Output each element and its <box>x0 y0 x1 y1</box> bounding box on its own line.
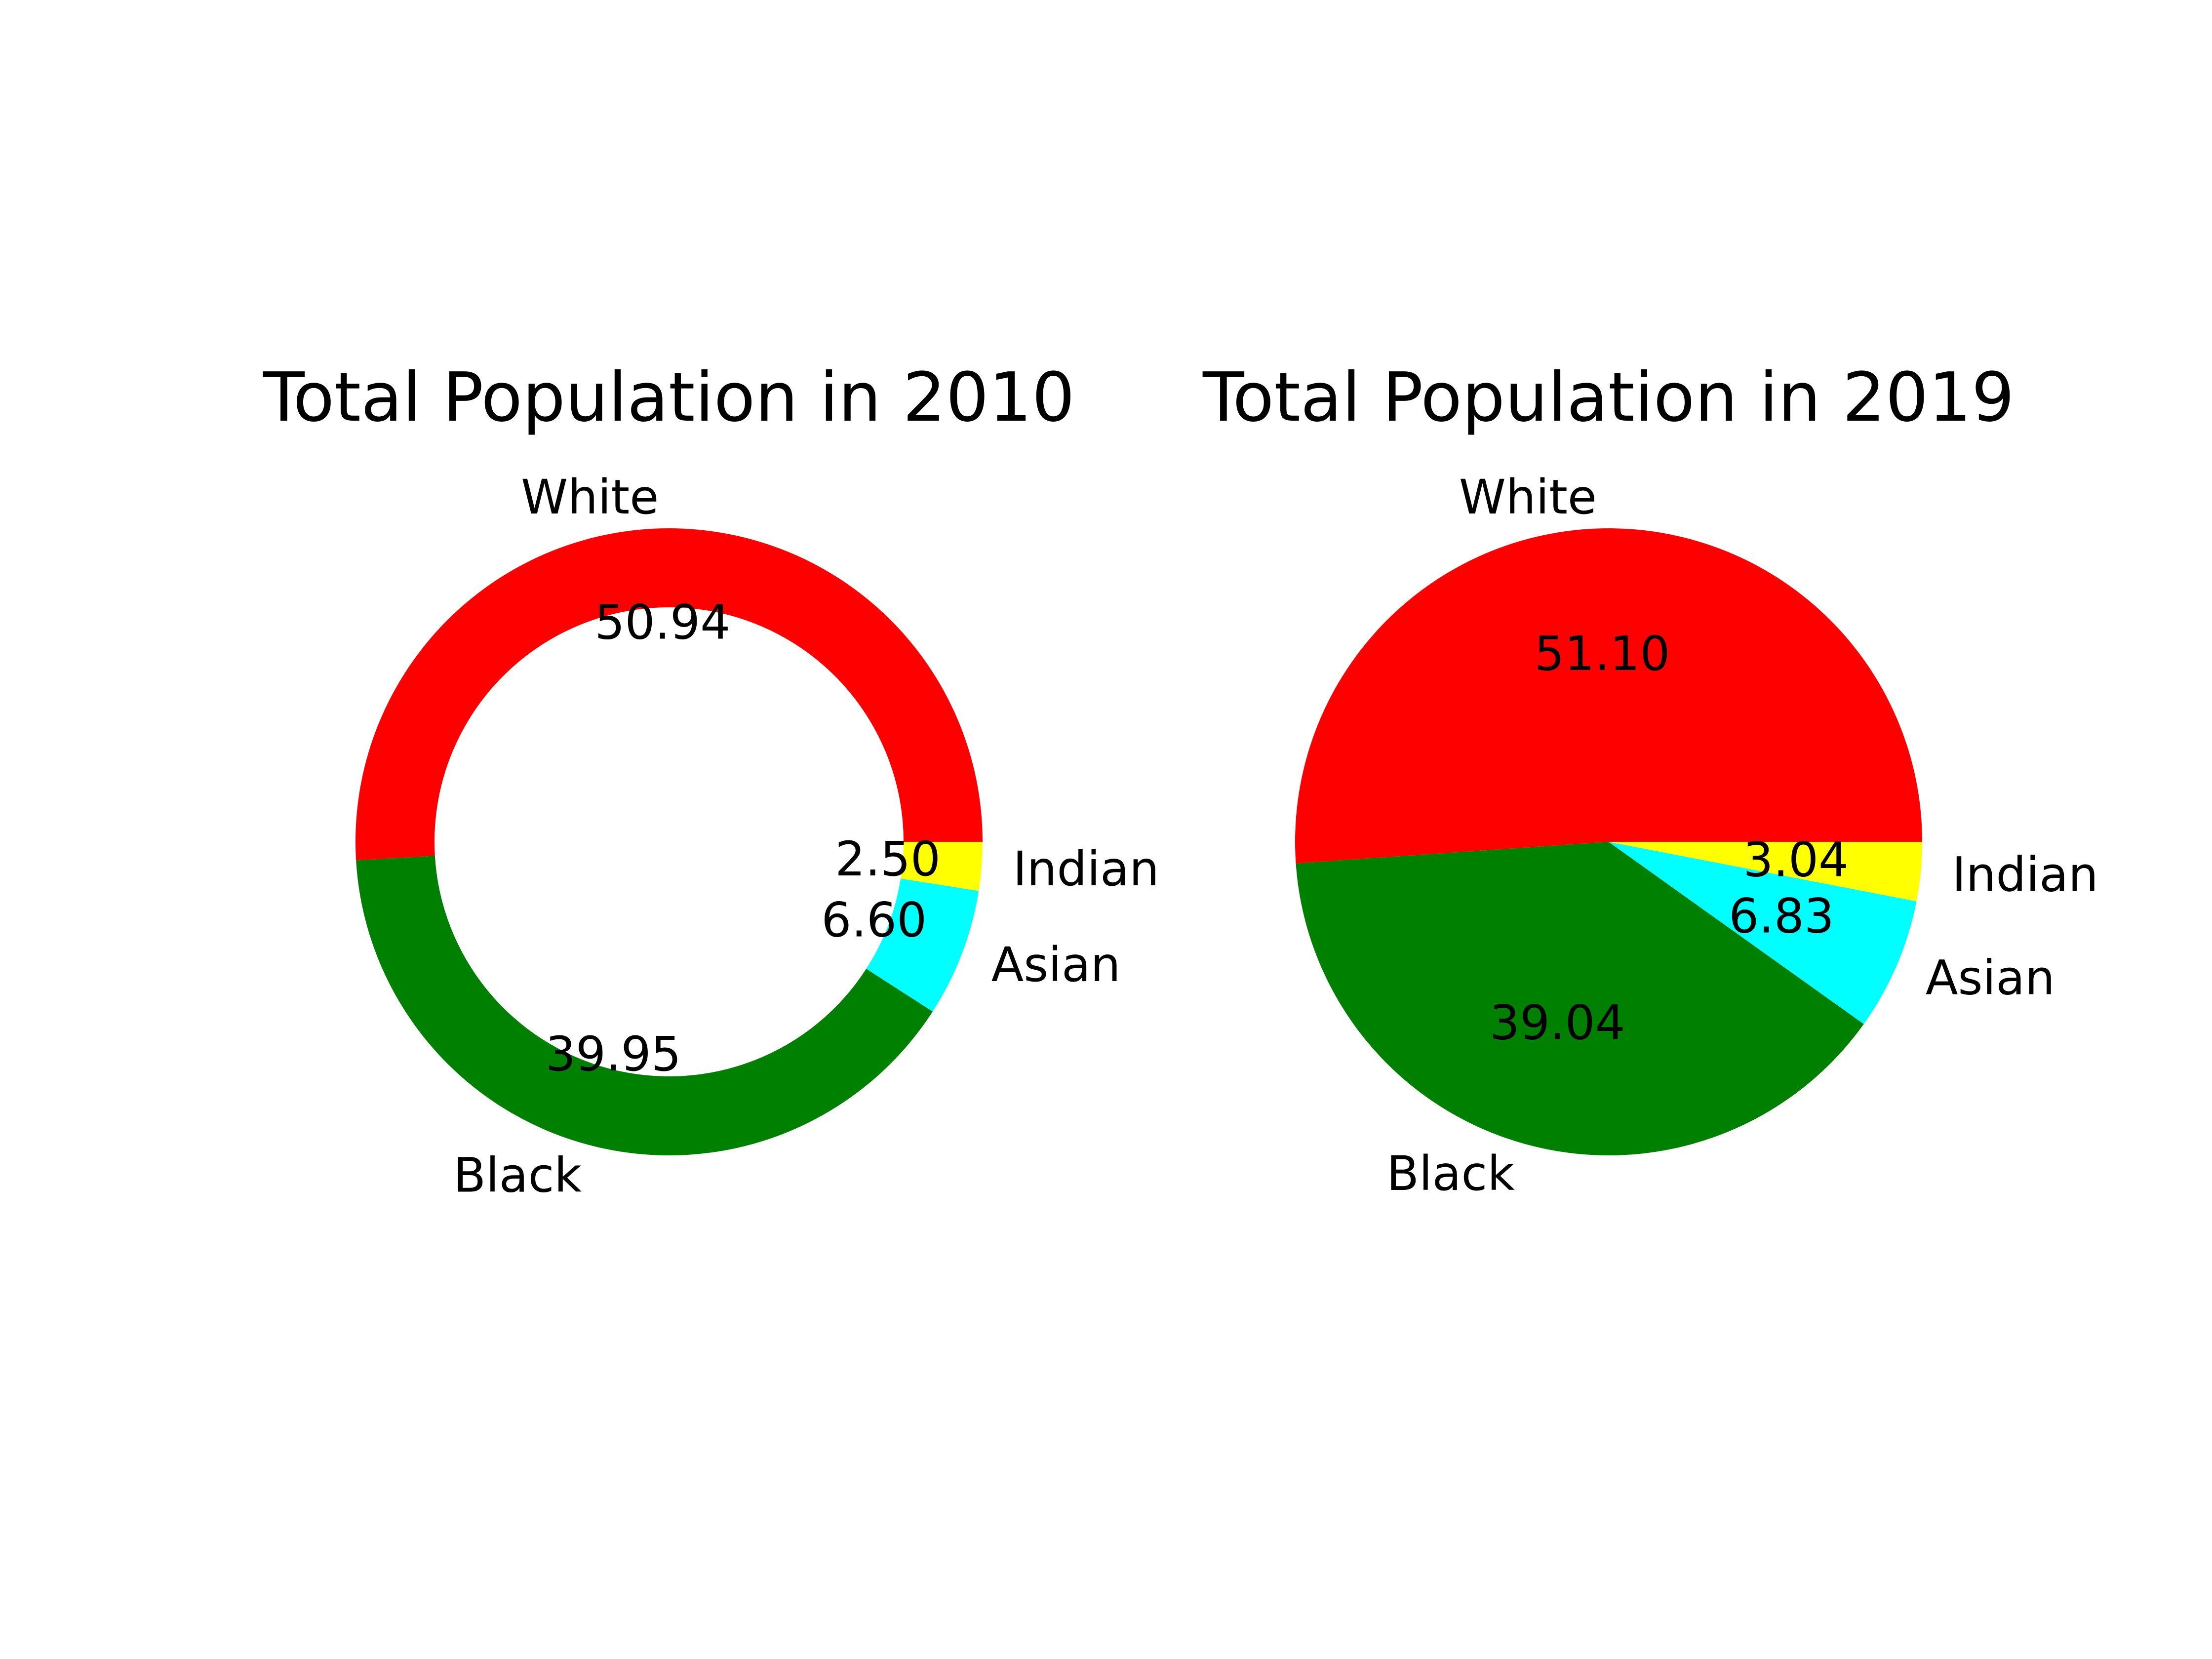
slice-indian <box>901 842 983 891</box>
donut-chart-2010: Total Population in 2010 White Black Asian… <box>263 358 1159 1203</box>
category-label-white: White <box>1459 470 1597 525</box>
pie-slices-2019 <box>1295 528 1922 1155</box>
pie-chart-2019: Total Population in 2019 White Black Asian… <box>1202 358 2098 1201</box>
category-label-asian: Asian <box>1926 950 2055 1006</box>
category-label-black: Black <box>453 1148 582 1203</box>
value-label-black: 39.04 <box>1490 995 1625 1051</box>
category-label-white: White <box>521 470 659 525</box>
value-label-indian: 2.50 <box>835 831 941 887</box>
slice-asian <box>1609 842 1917 1025</box>
category-labels-2019: White Black Asian Indian <box>1386 470 2098 1201</box>
value-labels-2010: 50.94 39.95 6.602.50 <box>546 595 941 1082</box>
chart-title-2010: Total Population in 2010 <box>263 358 1075 437</box>
chart-title-2019: Total Population in 2019 <box>1202 358 2014 437</box>
value-label-white: 51.10 <box>1534 626 1670 681</box>
category-label-black: Black <box>1386 1146 1515 1201</box>
category-label-indian: Indian <box>1952 847 2098 903</box>
slice-indian <box>1609 842 1922 902</box>
value-label-asian: 6.60 <box>821 892 927 948</box>
donut-slices-2010 <box>355 528 983 1155</box>
value-labels-2019: 51.10 39.04 6.833.04 <box>1490 626 1849 1050</box>
value-label-white: 50.94 <box>594 595 730 650</box>
value-label-indian: 3.04 <box>1743 832 1849 887</box>
slice-black <box>1296 842 1864 1155</box>
category-label-asian: Asian <box>991 937 1121 992</box>
category-label-indian: Indian <box>1013 841 1159 897</box>
value-label-asian: 6.83 <box>1729 888 1834 944</box>
slice-black <box>356 856 933 1155</box>
slice-asian <box>866 878 979 1012</box>
slice-white <box>355 528 983 861</box>
category-labels-2010: White Black Asian Indian <box>453 470 1159 1203</box>
value-label-black: 39.95 <box>546 1027 681 1082</box>
slice-white <box>1295 528 1922 864</box>
